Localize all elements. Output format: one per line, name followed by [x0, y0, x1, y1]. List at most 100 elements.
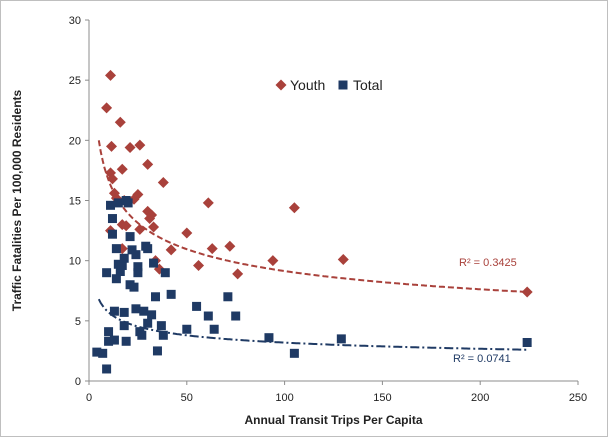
total-point [289, 348, 299, 358]
total-point [156, 321, 166, 331]
total-point [109, 306, 119, 316]
total-trendline [97, 298, 528, 351]
youth-point [134, 223, 146, 235]
youth-point [288, 202, 300, 214]
youth-points [101, 69, 533, 298]
total-point [125, 232, 135, 242]
total-point [119, 321, 129, 331]
total-point [166, 289, 176, 299]
total-point [522, 337, 532, 347]
total-points [92, 196, 532, 374]
total-point [223, 292, 233, 302]
total-point [109, 335, 119, 345]
youth-trendline [97, 140, 528, 293]
total-point [264, 333, 274, 343]
total-point [115, 266, 125, 276]
y-tick-label: 5 [75, 316, 81, 328]
total-r-squared-label: R² = 0.0741 [453, 353, 511, 365]
total-point [231, 311, 241, 321]
legend-total-label: Total [353, 77, 383, 93]
total-point [209, 324, 219, 334]
youth-point [148, 221, 160, 233]
total-point [158, 330, 168, 340]
youth-point [157, 176, 169, 188]
total-point [336, 334, 346, 344]
total-point [106, 200, 116, 210]
trendline [97, 298, 528, 351]
total-point [119, 253, 129, 263]
axes: 0 5 10 15 20 25 30 0 50 100 150 200 250 [69, 15, 587, 404]
total-point [98, 348, 108, 358]
y-tick-label: 0 [75, 376, 81, 388]
y-tick-label: 10 [69, 256, 81, 268]
total-point [160, 268, 170, 278]
total-point [102, 364, 112, 374]
y-tick-label: 25 [69, 75, 81, 87]
youth-point [181, 227, 193, 239]
youth-point [124, 142, 136, 154]
total-point [131, 250, 141, 260]
total-point [111, 244, 121, 254]
total-point [139, 306, 149, 316]
total-point [137, 330, 147, 340]
x-tick-label: 250 [569, 392, 587, 404]
total-point [143, 318, 153, 328]
total-point [102, 268, 112, 278]
youth-point [105, 140, 117, 152]
y-axis-title: Traffic Fatalities Per 100,000 Residents [10, 89, 24, 311]
youth-point [206, 243, 218, 255]
trendline [97, 140, 528, 293]
total-point [119, 307, 129, 317]
youth-point [106, 173, 118, 185]
x-tick-label: 200 [471, 392, 489, 404]
total-point [104, 336, 114, 346]
youth-point [146, 209, 158, 221]
youth-point [267, 255, 279, 267]
youth-point [232, 268, 244, 280]
total-point [133, 268, 143, 278]
total-point [123, 198, 133, 208]
x-tick-label: 50 [181, 392, 193, 404]
legend-youth-marker [275, 79, 287, 91]
youth-point [165, 244, 177, 256]
total-point [107, 229, 117, 239]
total-point [151, 292, 161, 302]
total-point [129, 282, 139, 292]
total-point [192, 301, 202, 311]
youth-r-squared-label: R² = 0.3425 [459, 257, 517, 269]
youth-point [101, 102, 113, 114]
total-point [149, 258, 159, 268]
youth-point [142, 158, 154, 170]
total-point [107, 214, 117, 224]
youth-point [224, 240, 236, 252]
total-point [182, 324, 192, 334]
total-point [117, 260, 127, 270]
youth-point [116, 163, 128, 175]
youth-point [202, 197, 214, 209]
y-tick-label: 30 [69, 15, 81, 27]
youth-point [105, 69, 117, 81]
total-point [133, 262, 143, 272]
total-point [121, 336, 131, 346]
youth-point [337, 253, 349, 265]
legend-total-marker [338, 80, 348, 90]
total-point [143, 244, 153, 254]
y-tick-label: 15 [69, 196, 81, 208]
youth-point [193, 259, 205, 271]
total-point [92, 347, 102, 357]
total-point [104, 327, 114, 337]
youth-point [132, 188, 144, 200]
x-axis-title: Annual Transit Trips Per Capita [244, 413, 422, 427]
legend: Youth Total [275, 77, 383, 93]
total-point [131, 304, 141, 314]
total-point [203, 311, 213, 321]
youth-point [120, 220, 132, 232]
youth-point [134, 139, 146, 151]
x-tick-label: 0 [86, 392, 92, 404]
total-point [152, 346, 162, 356]
youth-point [521, 286, 533, 298]
x-tick-label: 150 [373, 392, 391, 404]
legend-youth-label: Youth [290, 77, 325, 93]
